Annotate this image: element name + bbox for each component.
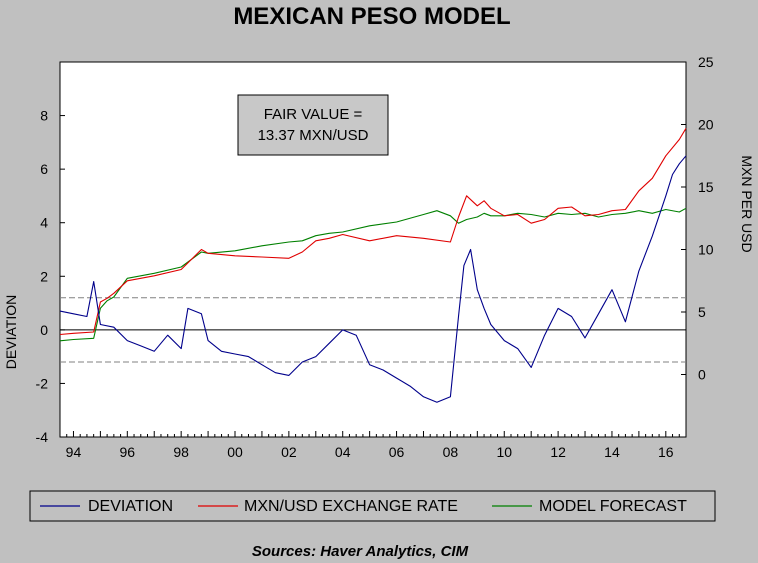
x-tick-label: 10	[496, 444, 512, 460]
legend-box	[29, 490, 716, 522]
y-left-tick-label: 8	[40, 108, 48, 124]
chart-title: MEXICAN PESO MODEL	[233, 3, 510, 30]
y-axis-right-label: MXN PER USD	[739, 155, 755, 252]
legend-label-model-forecast: MODEL FORECAST	[539, 498, 687, 515]
source-note: Sources: Haver Analytics, CIM	[252, 543, 469, 560]
y-left-tick-label: -2	[36, 375, 49, 391]
x-tick-label: 02	[281, 444, 297, 460]
x-tick-label: 14	[604, 444, 620, 460]
annotation-line-1: FAIR VALUE =	[264, 106, 363, 123]
x-tick-label: 96	[120, 444, 136, 460]
legend-label-exchange-rate: MXN/USD EXCHANGE RATE	[244, 498, 458, 515]
legend: DEVIATION MXN/USD EXCHANGE RATE MODEL FO…	[29, 490, 716, 522]
y-right-tick-label: 25	[698, 54, 714, 70]
reference-lines	[60, 297, 686, 363]
y-axis-left: -4 -2 0 2 4 6 8	[36, 108, 65, 445]
annotation-box	[237, 94, 389, 156]
x-tick-label: 16	[658, 444, 674, 460]
fair-value-annotation: FAIR VALUE = 13.37 MXN/USD	[237, 94, 389, 156]
x-tick-label: 04	[335, 444, 351, 460]
y-axis-left-label: DEVIATION	[3, 295, 19, 369]
y-left-tick-label: -4	[36, 429, 49, 445]
y-left-tick-label: 2	[40, 268, 48, 284]
y-right-tick-label: 10	[698, 242, 714, 258]
y-right-tick-label: 5	[698, 304, 706, 320]
y-left-tick-label: 4	[40, 215, 48, 231]
series-deviation	[59, 155, 687, 403]
x-tick-label: 00	[227, 444, 243, 460]
x-tick-label: 12	[550, 444, 566, 460]
legend-label-deviation: DEVIATION	[88, 498, 173, 515]
x-tick-label: 98	[173, 444, 189, 460]
y-right-tick-label: 15	[698, 179, 714, 195]
x-tick-label: 94	[66, 444, 82, 460]
y-left-tick-label: 0	[40, 322, 48, 338]
x-axis: 94 96 98 00 02 04 06 08 10 12 14 16	[59, 431, 687, 460]
series-model-forecast	[59, 207, 687, 342]
series-lines	[59, 128, 687, 403]
x-tick-label: 06	[389, 444, 405, 460]
y-right-tick-label: 0	[698, 367, 706, 383]
annotation-line-2: 13.37 MXN/USD	[258, 127, 369, 144]
y-left-tick-label: 6	[40, 161, 48, 177]
y-axis-right: 0 5 10 15 20 25	[681, 54, 714, 383]
y-right-tick-label: 20	[698, 117, 714, 133]
x-tick-label: 08	[443, 444, 459, 460]
series-exchange-rate	[59, 128, 687, 336]
